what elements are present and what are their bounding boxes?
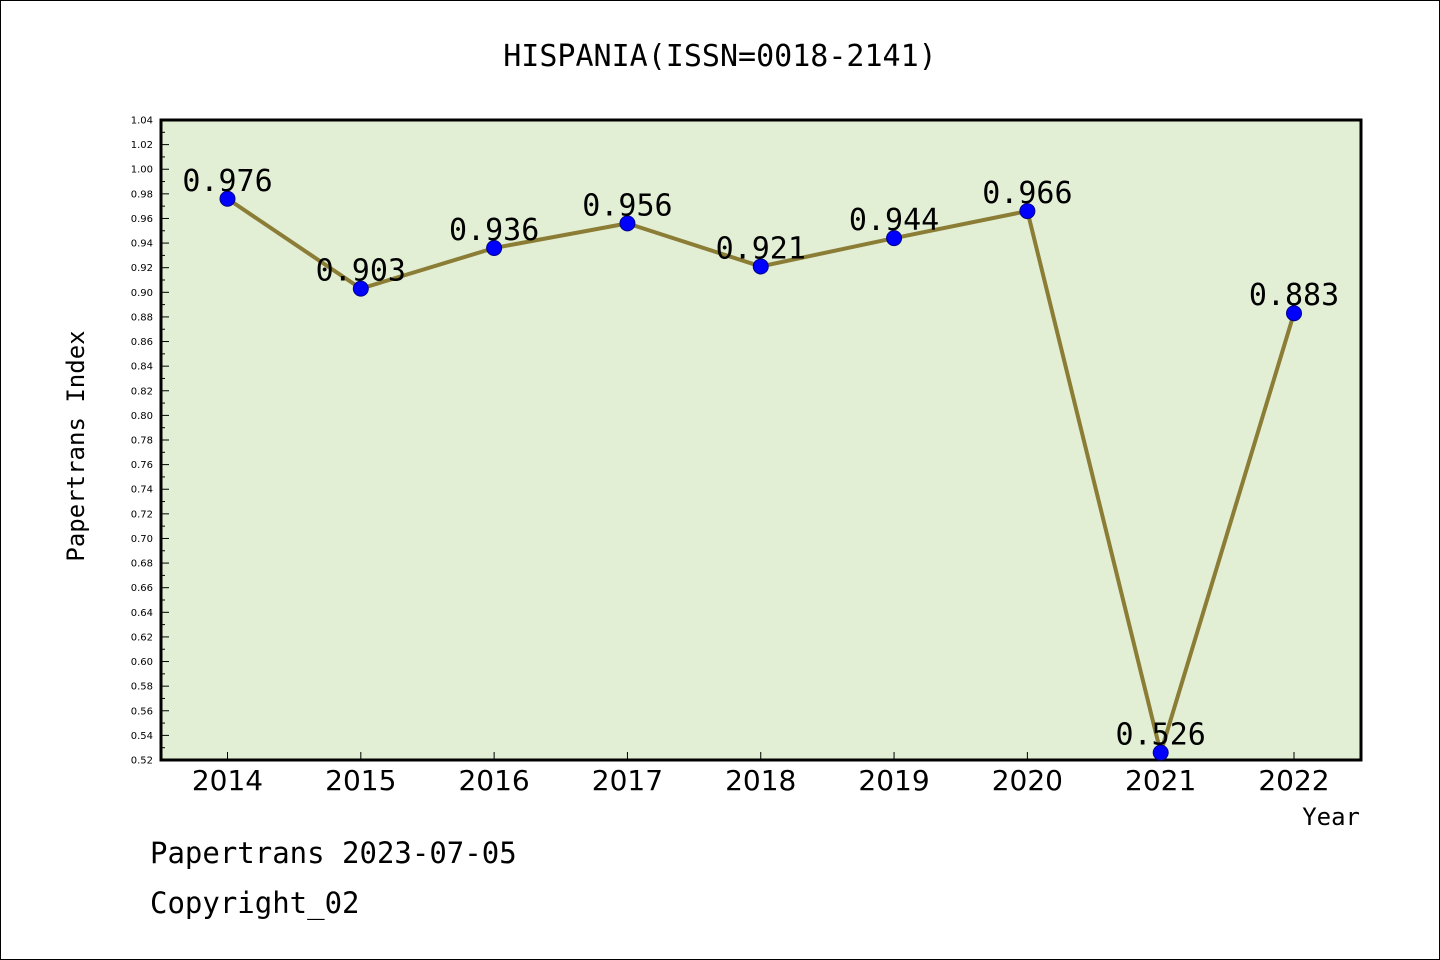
y-tick-label: 0.74 bbox=[131, 485, 153, 496]
y-tick-label: 0.52 bbox=[131, 756, 153, 767]
data-point bbox=[219, 190, 236, 207]
y-tick-label: 0.56 bbox=[131, 706, 153, 717]
data-label: 0.936 bbox=[449, 213, 539, 248]
footer-copyright: Copyright_02 bbox=[150, 886, 360, 920]
data-labels: 0.976 0.903 0.936 0.956 0.921 0.944 0.966 0.526… bbox=[182, 164, 1339, 753]
x-tick-label: 2015 bbox=[325, 764, 396, 797]
series-line bbox=[219, 190, 1302, 761]
y-tick-label: 0.88 bbox=[131, 312, 153, 323]
y-tick-label: 0.60 bbox=[131, 657, 153, 668]
y-tick-label: 0.84 bbox=[131, 362, 153, 373]
x-tick-label: 2018 bbox=[725, 764, 796, 797]
data-point bbox=[352, 280, 369, 297]
data-point bbox=[1286, 305, 1302, 322]
y-tick-label: 0.98 bbox=[131, 189, 153, 200]
x-tick-label: 2019 bbox=[858, 764, 929, 797]
data-label: 0.903 bbox=[316, 254, 406, 289]
x-axis: 2014 2015 2016 2017 2018 2019 2020 2021 2022 bbox=[192, 752, 1330, 797]
x-tick-label: 2022 bbox=[1258, 764, 1329, 797]
chart-title: HISPANIA(ISSN=0018-2141) bbox=[503, 39, 936, 74]
y-tick-label: 0.86 bbox=[131, 337, 153, 348]
y-tick-label: 0.78 bbox=[131, 436, 153, 447]
x-tick-label: 2014 bbox=[192, 764, 263, 797]
y-tick-label: 0.94 bbox=[131, 239, 153, 250]
x-tick-label: 2016 bbox=[458, 764, 529, 797]
y-tick-label: 0.68 bbox=[131, 559, 153, 570]
y-tick-label: 0.76 bbox=[131, 460, 153, 471]
data-label: 0.883 bbox=[1249, 278, 1339, 313]
footer-date: Papertrans 2023-07-05 bbox=[150, 836, 517, 870]
y-tick-label: 0.66 bbox=[131, 583, 153, 594]
data-label: 0.966 bbox=[982, 176, 1072, 211]
y-tick-label: 0.80 bbox=[131, 411, 153, 422]
x-tick-label: 2020 bbox=[992, 764, 1063, 797]
y-tick-label: 0.70 bbox=[131, 534, 153, 545]
plot-area bbox=[159, 118, 1363, 762]
y-tick-label: 0.82 bbox=[131, 386, 153, 397]
data-label: 0.944 bbox=[849, 203, 939, 238]
y-tick-label: 0.62 bbox=[131, 632, 153, 643]
data-label: 0.526 bbox=[1116, 718, 1206, 753]
data-label: 0.976 bbox=[182, 164, 272, 199]
data-point bbox=[1019, 203, 1036, 220]
y-axis-label: Papertrans Index bbox=[62, 330, 90, 561]
data-label: 0.921 bbox=[716, 231, 806, 266]
y-tick-label: 1.04 bbox=[131, 116, 153, 127]
x-axis-label: Year bbox=[1302, 803, 1360, 831]
y-axis: 0.52 0.54 0.56 0.58 0.60 0.62 0.64 0.66 0.68 0.70… bbox=[131, 116, 169, 767]
y-tick-label: 0.64 bbox=[131, 608, 153, 619]
y-tick-label: 0.72 bbox=[131, 509, 153, 520]
data-point bbox=[619, 215, 636, 232]
y-tick-label: 1.02 bbox=[131, 140, 153, 151]
data-label: 0.956 bbox=[582, 188, 672, 223]
y-tick-label: 0.96 bbox=[131, 214, 153, 225]
data-point bbox=[752, 258, 769, 275]
x-tick-label: 2021 bbox=[1125, 764, 1196, 797]
y-tick-label: 0.58 bbox=[131, 682, 153, 693]
y-tick-label: 0.54 bbox=[131, 731, 153, 742]
data-point bbox=[886, 230, 903, 247]
y-tick-label: 0.90 bbox=[131, 288, 153, 299]
data-point bbox=[486, 240, 503, 256]
x-tick-label: 2017 bbox=[592, 764, 663, 797]
data-point bbox=[1152, 744, 1169, 761]
y-tick-label: 1.00 bbox=[131, 165, 153, 176]
y-tick-label: 0.92 bbox=[131, 263, 153, 274]
